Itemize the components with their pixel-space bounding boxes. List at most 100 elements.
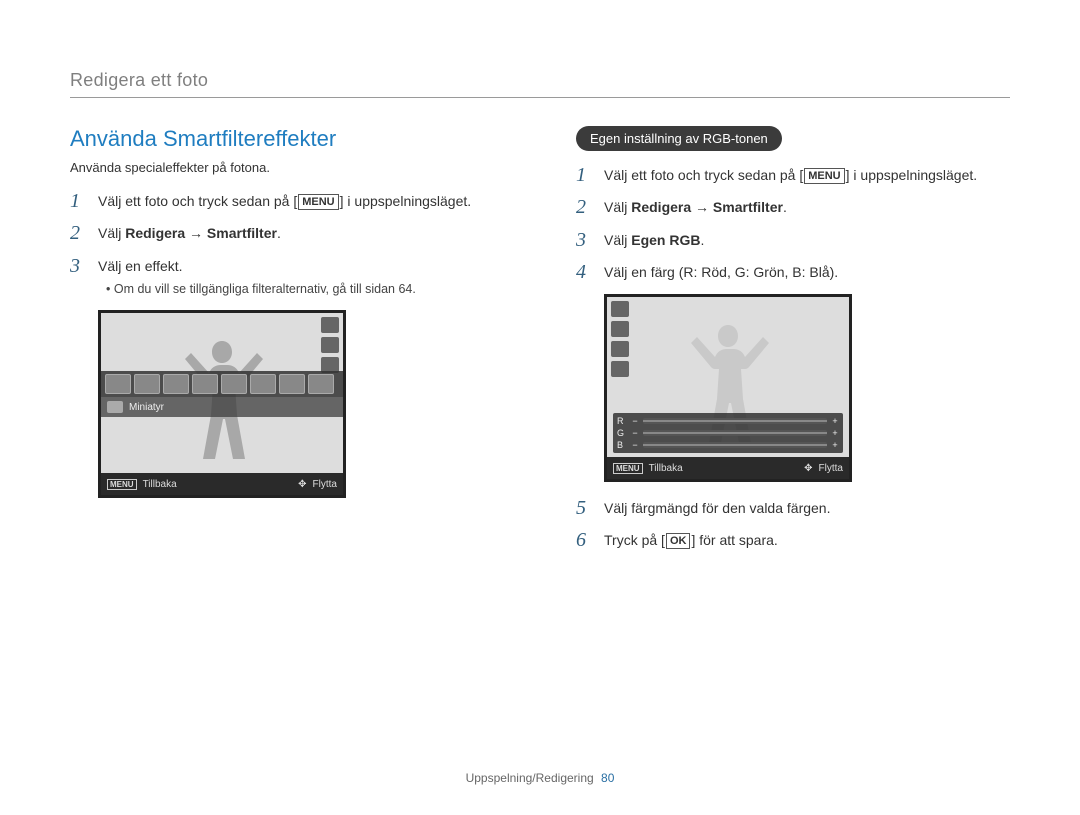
step-item: 2 Välj Redigera → Smartfilter.: [576, 197, 1010, 217]
page-number: 80: [601, 771, 614, 785]
step-text: .: [783, 199, 787, 215]
step-text: Välj en effekt.: [98, 258, 183, 274]
step-number: 1: [70, 187, 80, 216]
rgb-slider-bar: [643, 418, 827, 424]
footer-move-label: Flytta: [313, 479, 337, 490]
minus-icon: −: [631, 416, 639, 426]
menu-icon: MENU: [613, 463, 643, 474]
camera-footer: MENU Tillbaka ✥ Flytta: [607, 457, 849, 479]
plus-icon: +: [831, 440, 839, 450]
rgb-sliders: R − + G − + B −: [613, 413, 843, 453]
step-number: 5: [576, 494, 586, 523]
step-item: 5 Välj färgmängd för den valda färgen.: [576, 498, 1010, 518]
section-title: Använda Smartfiltereffekter: [70, 126, 504, 152]
footer-back-label: Tillbaka: [649, 463, 683, 474]
mode-icon: [611, 301, 629, 317]
dpad-icon: ✥: [804, 463, 812, 474]
step-text: .: [700, 232, 704, 248]
mode-icon: [321, 337, 339, 353]
filter-thumb: [163, 374, 189, 394]
step-item: 4 Välj en färg (R: Röd, G: Grön, B: Blå)…: [576, 262, 1010, 282]
step-number: 3: [576, 226, 586, 255]
mode-icons: [611, 301, 629, 377]
footer-move-label: Flytta: [819, 463, 843, 474]
step-sub-bullet: Om du vill se tillgängliga filteralterna…: [106, 280, 504, 298]
step-number: 4: [576, 258, 586, 287]
step-bold: Egen RGB: [631, 232, 700, 248]
mode-icon: [611, 321, 629, 337]
rgb-slider-bar: [643, 442, 827, 448]
steps-left: 1 Välj ett foto och tryck sedan på [MENU…: [70, 191, 504, 298]
step-number: 2: [70, 219, 80, 248]
camera-screen: R − + G − + B −: [607, 297, 849, 457]
filter-thumb: [105, 374, 131, 394]
step-text: Välj: [98, 225, 125, 241]
menu-button-label: MENU: [804, 168, 844, 184]
plus-icon: +: [831, 416, 839, 426]
step-item: 1 Välj ett foto och tryck sedan på [MENU…: [576, 165, 1010, 185]
footer-back-label: Tillbaka: [143, 479, 177, 490]
dpad-icon: ✥: [298, 479, 306, 490]
step-text: .: [277, 225, 281, 241]
mode-icon: [611, 341, 629, 357]
plus-icon: +: [831, 428, 839, 438]
step-text: ] i uppspelningsläget.: [846, 167, 978, 183]
footer-section: Uppspelning/Redigering: [466, 771, 594, 785]
menu-icon: MENU: [107, 479, 137, 490]
mode-icon: [611, 361, 629, 377]
step-item: 3 Välj en effekt. Om du vill se tillgäng…: [70, 256, 504, 298]
mode-icon: [321, 317, 339, 333]
intro-text: Använda specialeffekter på fotona.: [70, 160, 504, 175]
step-text: Välj ett foto och tryck sedan på [: [98, 193, 297, 209]
rgb-label: B: [617, 440, 627, 450]
step-item: 1 Välj ett foto och tryck sedan på [MENU…: [70, 191, 504, 211]
content-columns: Använda Smartfiltereffekter Använda spec…: [70, 126, 1010, 563]
left-column: Använda Smartfiltereffekter Använda spec…: [70, 126, 504, 563]
steps-right: 1 Välj ett foto och tryck sedan på [MENU…: [576, 165, 1010, 282]
steps-right-after: 5 Välj färgmängd för den valda färgen. 6…: [576, 498, 1010, 551]
filter-label-row: Miniatyr: [101, 397, 343, 417]
filter-name: Miniatyr: [129, 402, 164, 413]
camera-screenshot-left: Miniatyr MENU Tillbaka ✥ Flytta: [98, 310, 346, 498]
filter-thumb: [134, 374, 160, 394]
minus-icon: −: [631, 440, 639, 450]
rgb-row-b: B − +: [617, 440, 839, 450]
step-text: Välj: [604, 199, 631, 215]
filter-mini-icon: [107, 401, 123, 413]
page: Redigera ett foto Använda Smartfiltereff…: [0, 0, 1080, 815]
right-column: Egen inställning av RGB-tonen 1 Välj ett…: [576, 126, 1010, 563]
step-item: 6 Tryck på [OK] för att spara.: [576, 530, 1010, 550]
filter-thumb: [192, 374, 218, 394]
breadcrumb: Redigera ett foto: [70, 70, 1010, 98]
step-number: 1: [576, 161, 586, 190]
page-footer: Uppspelning/Redigering 80: [0, 771, 1080, 785]
camera-screenshot-right: R − + G − + B −: [604, 294, 852, 482]
step-text: Välj ett foto och tryck sedan på [: [604, 167, 803, 183]
rgb-row-r: R − +: [617, 416, 839, 426]
step-number: 6: [576, 526, 586, 555]
filter-thumb: [308, 374, 334, 394]
filter-thumb: [250, 374, 276, 394]
step-item: 3 Välj Egen RGB.: [576, 230, 1010, 250]
rgb-label: R: [617, 416, 627, 426]
step-text: ] för att spara.: [691, 532, 777, 548]
menu-button-label: MENU: [298, 194, 338, 210]
step-text: ] i uppspelningsläget.: [340, 193, 472, 209]
step-text: Tryck på [: [604, 532, 665, 548]
step-bold: Redigera → Smartfilter: [631, 199, 783, 215]
rgb-row-g: G − +: [617, 428, 839, 438]
filter-thumb: [279, 374, 305, 394]
rgb-label: G: [617, 428, 627, 438]
filter-thumb: [221, 374, 247, 394]
step-number: 2: [576, 193, 586, 222]
step-item: 2 Välj Redigera → Smartfilter.: [70, 223, 504, 243]
step-bold: Redigera → Smartfilter: [125, 225, 277, 241]
minus-icon: −: [631, 428, 639, 438]
subsection-pill: Egen inställning av RGB-tonen: [576, 126, 782, 151]
filter-thumb-row: [101, 371, 343, 397]
step-text: Välj en färg (R: Röd, G: Grön, B: Blå).: [604, 264, 838, 280]
ok-button-label: OK: [666, 533, 691, 549]
camera-footer: MENU Tillbaka ✥ Flytta: [101, 473, 343, 495]
step-text: Välj färgmängd för den valda färgen.: [604, 500, 830, 516]
mode-icons: [321, 317, 339, 373]
